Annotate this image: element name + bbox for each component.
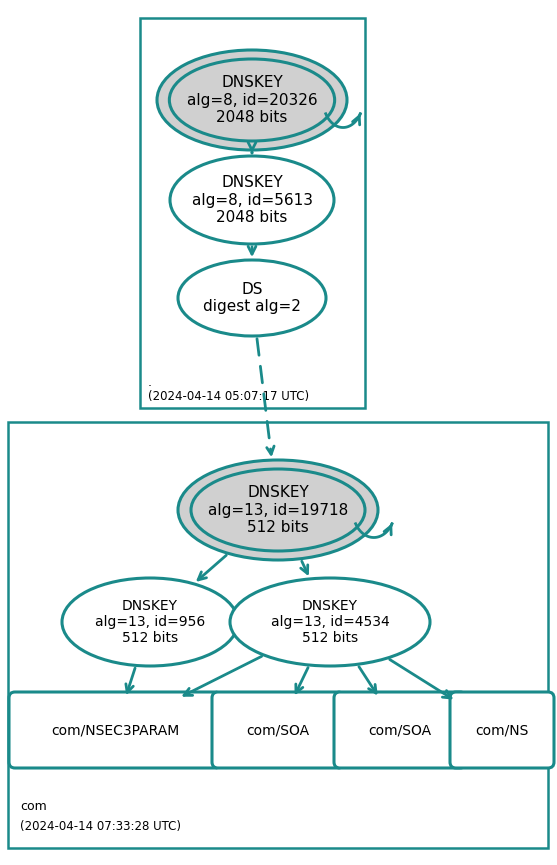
Text: DNSKEY
alg=8, id=5613
2048 bits: DNSKEY alg=8, id=5613 2048 bits (192, 175, 312, 225)
Text: .: . (148, 376, 152, 389)
FancyArrowPatch shape (359, 667, 376, 693)
FancyArrowPatch shape (248, 143, 256, 153)
Text: com/SOA: com/SOA (368, 723, 432, 737)
Text: DNSKEY
alg=13, id=19718
512 bits: DNSKEY alg=13, id=19718 512 bits (208, 485, 348, 535)
FancyBboxPatch shape (450, 692, 554, 768)
FancyArrowPatch shape (198, 555, 226, 580)
Text: com/NS: com/NS (475, 723, 529, 737)
Ellipse shape (191, 469, 365, 551)
Text: com: com (20, 800, 47, 813)
FancyArrowPatch shape (126, 668, 135, 692)
Ellipse shape (169, 59, 335, 141)
Ellipse shape (157, 50, 347, 150)
Ellipse shape (62, 578, 238, 666)
FancyBboxPatch shape (334, 692, 466, 768)
FancyArrowPatch shape (301, 561, 308, 573)
Text: DNSKEY
alg=13, id=956
512 bits: DNSKEY alg=13, id=956 512 bits (95, 599, 205, 645)
Text: (2024-04-14 05:07:17 UTC): (2024-04-14 05:07:17 UTC) (148, 390, 309, 403)
FancyArrowPatch shape (184, 657, 262, 695)
FancyArrowPatch shape (248, 247, 256, 254)
Text: (2024-04-14 07:33:28 UTC): (2024-04-14 07:33:28 UTC) (20, 820, 181, 833)
FancyBboxPatch shape (212, 692, 344, 768)
Ellipse shape (178, 260, 326, 336)
FancyBboxPatch shape (9, 692, 221, 768)
FancyArrowPatch shape (296, 668, 308, 693)
FancyArrowPatch shape (390, 659, 451, 698)
Ellipse shape (178, 460, 378, 560)
Text: com/SOA: com/SOA (246, 723, 310, 737)
Text: DNSKEY
alg=13, id=4534
512 bits: DNSKEY alg=13, id=4534 512 bits (271, 599, 389, 645)
Ellipse shape (170, 156, 334, 244)
Text: DNSKEY
alg=8, id=20326
2048 bits: DNSKEY alg=8, id=20326 2048 bits (187, 75, 317, 125)
Text: DS
digest alg=2: DS digest alg=2 (203, 282, 301, 314)
Bar (8, 422, 548, 848)
Ellipse shape (230, 578, 430, 666)
FancyArrowPatch shape (257, 339, 274, 454)
Text: com/NSEC3PARAM: com/NSEC3PARAM (51, 723, 179, 737)
Bar (140, 18, 365, 408)
